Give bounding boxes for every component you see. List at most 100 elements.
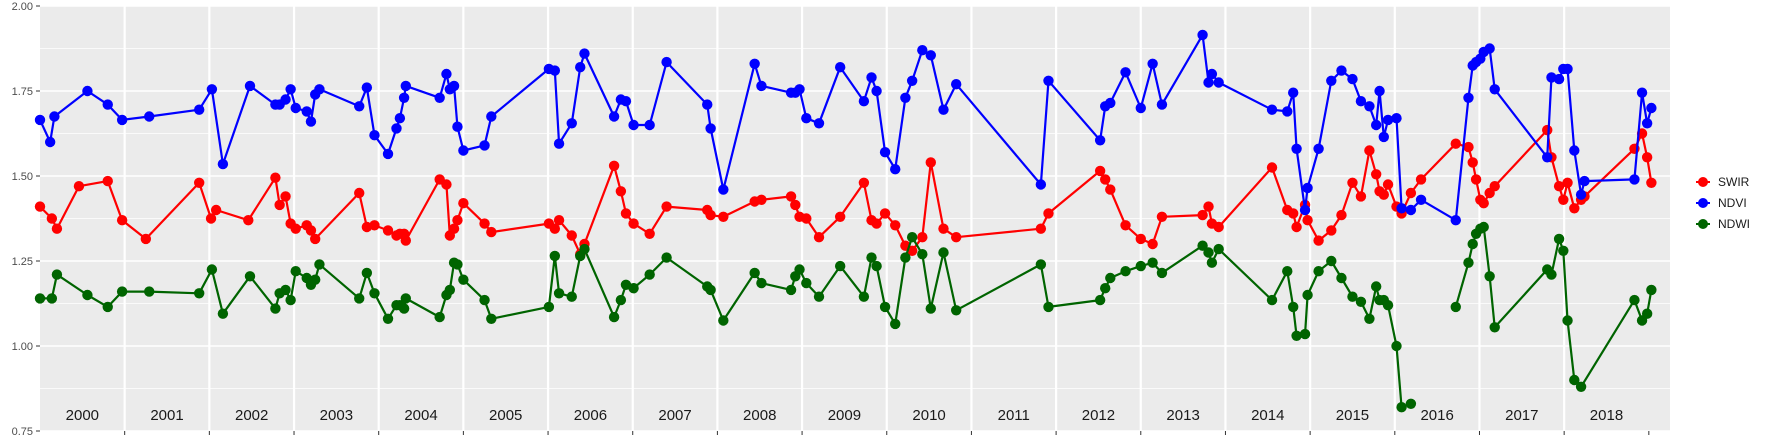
data-point: [1035, 223, 1047, 234]
data-point: [1553, 73, 1565, 85]
data-point: [49, 111, 60, 122]
data-point: [458, 145, 469, 156]
data-point: [280, 94, 291, 105]
data-point: [1287, 87, 1299, 98]
data-point: [579, 243, 590, 255]
data-point: [615, 294, 627, 306]
data-point: [217, 158, 229, 170]
data-point: [871, 85, 882, 97]
data-point: [879, 208, 891, 219]
data-point: [309, 233, 321, 245]
y-tick-label: 1.50: [12, 171, 33, 183]
y-tick-label: 1.75: [12, 86, 33, 98]
year-label: 2017: [1505, 407, 1538, 424]
data-point: [280, 191, 291, 202]
data-point: [1489, 84, 1500, 95]
data-point: [1135, 260, 1146, 272]
data-point: [1450, 138, 1461, 149]
data-point: [354, 293, 365, 304]
data-point: [938, 223, 949, 234]
data-point: [553, 288, 565, 299]
data-point: [801, 277, 812, 289]
data-point: [444, 284, 456, 296]
data-point: [1629, 174, 1640, 185]
data-point: [1546, 269, 1557, 280]
data-point: [285, 294, 296, 306]
year-label: 2004: [404, 407, 437, 424]
year-label: 2013: [1166, 407, 1199, 424]
data-point: [1299, 328, 1311, 340]
data-point: [1646, 102, 1657, 114]
data-point: [441, 179, 452, 190]
data-point: [1347, 73, 1358, 85]
y-tick-label: 2.00: [12, 1, 33, 13]
data-point: [205, 213, 217, 224]
data-point: [1203, 201, 1214, 212]
data-point: [82, 289, 93, 301]
y-tick-label: 1.00: [12, 341, 33, 353]
data-point: [1035, 259, 1047, 270]
data-point: [1336, 65, 1347, 76]
year-label: 2006: [574, 407, 607, 424]
data-point: [382, 148, 394, 160]
data-point: [879, 301, 891, 313]
data-point: [441, 68, 452, 80]
data-point: [1484, 43, 1495, 54]
data-point: [314, 84, 325, 95]
data-point: [458, 198, 469, 209]
data-point: [1035, 179, 1047, 190]
data-point: [1553, 233, 1565, 245]
data-point: [1355, 191, 1367, 202]
data-point: [566, 118, 577, 129]
data-point: [871, 260, 882, 272]
year-label: 2010: [912, 407, 945, 424]
data-point: [925, 157, 936, 168]
data-point: [270, 172, 281, 183]
series-ndvi: [34, 29, 1657, 226]
data-point: [1347, 291, 1358, 302]
data-point: [452, 259, 463, 270]
data-point: [1147, 238, 1158, 250]
data-point: [644, 269, 655, 280]
data-point: [270, 303, 281, 314]
data-point: [448, 80, 460, 92]
data-point: [1302, 182, 1313, 194]
data-point: [1213, 221, 1224, 233]
data-point: [116, 215, 128, 226]
data-point: [1043, 301, 1054, 313]
data-point: [1364, 145, 1375, 156]
data-point: [354, 187, 365, 199]
data-point: [813, 232, 825, 243]
data-point: [285, 84, 296, 95]
data-point: [1120, 220, 1131, 231]
data-point: [1206, 68, 1218, 80]
data-point: [391, 123, 402, 134]
data-point: [361, 267, 373, 279]
data-point: [801, 113, 812, 124]
data-point: [1364, 101, 1375, 112]
data-point: [369, 288, 380, 299]
data-point: [866, 72, 877, 83]
data-point: [950, 305, 962, 316]
year-label: 2002: [235, 407, 268, 424]
data-point: [382, 313, 394, 324]
data-point: [871, 218, 882, 229]
data-point: [1147, 257, 1158, 268]
data-point: [608, 160, 620, 171]
data-point: [1299, 204, 1311, 216]
data-point: [890, 164, 901, 175]
data-point: [1287, 301, 1299, 313]
data-point: [813, 291, 825, 302]
data-point: [801, 213, 812, 224]
data-point: [1542, 124, 1553, 136]
data-point: [354, 101, 365, 112]
data-point: [644, 119, 655, 131]
data-point: [858, 96, 870, 107]
data-point: [756, 80, 767, 92]
legend-label-ndvi: NDVI: [1718, 196, 1747, 210]
series-layer: [34, 29, 1657, 413]
data-point: [1336, 272, 1347, 284]
data-point: [398, 303, 410, 314]
data-point: [1463, 141, 1474, 153]
data-point: [756, 277, 767, 289]
